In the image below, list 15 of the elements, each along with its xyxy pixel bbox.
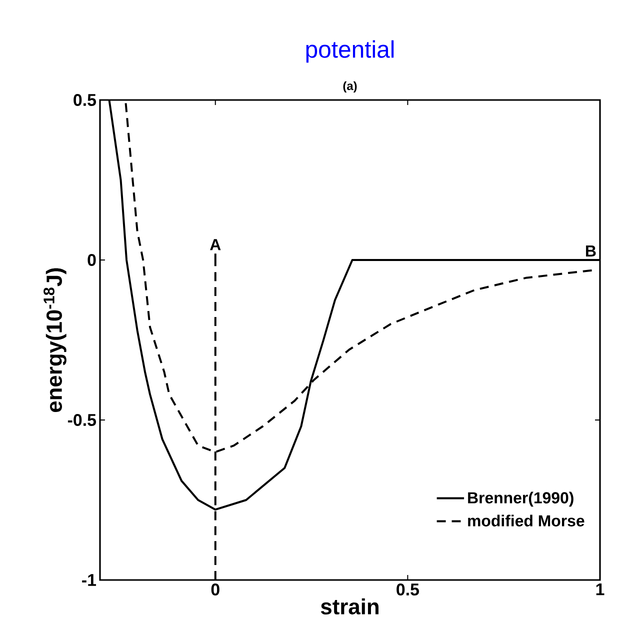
y-tick-label: -0.5 <box>68 414 96 426</box>
ref-line-label: A <box>210 239 221 250</box>
legend-label: modified Morse <box>468 514 584 526</box>
legend-label: Brenner(1990) <box>468 492 574 507</box>
annotation: B <box>586 246 596 256</box>
y-tick-label: -1 <box>82 574 96 586</box>
x-tick-label: 0.5 <box>396 584 419 596</box>
x-tick-label: 0 <box>211 584 220 596</box>
chart-title: potential <box>306 40 394 63</box>
y-tick-label: 0 <box>88 254 96 266</box>
chart-subtitle: (a) <box>343 81 357 92</box>
x-axis-title: strain <box>320 598 378 614</box>
x-tick-label: 1 <box>596 584 604 596</box>
y-axis-title: energy(10$^{-18}$J) <box>44 268 66 412</box>
y-tick-label: 0.5 <box>74 94 96 106</box>
